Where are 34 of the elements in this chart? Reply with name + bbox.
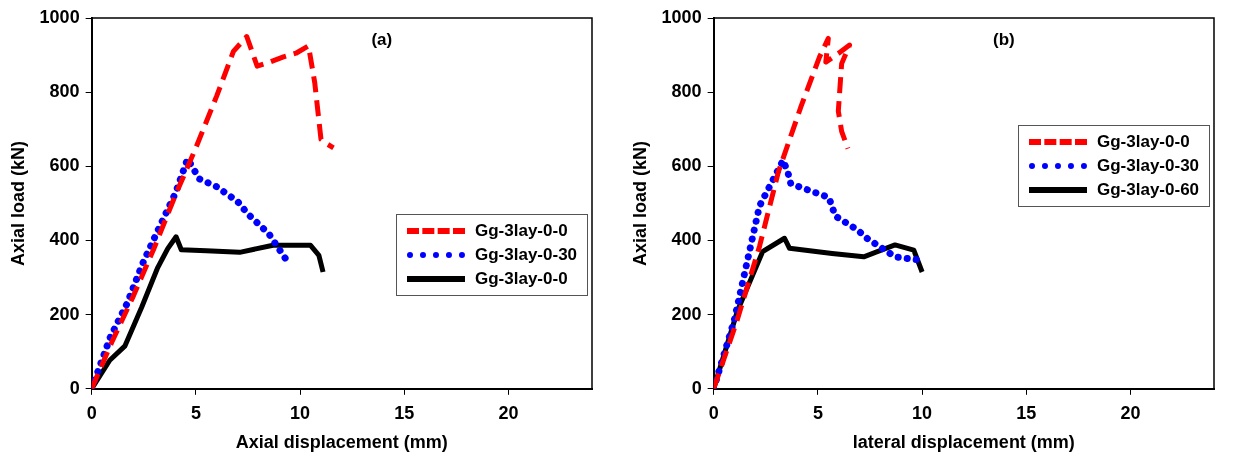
x-tick-label: 20 [1120, 402, 1141, 423]
y-tick-label: 200 [49, 303, 80, 324]
annotation: (a) [371, 30, 393, 50]
legend-label: Gg-3lay-0-30 [475, 245, 578, 266]
y-tick-label: 600 [49, 155, 80, 176]
x-tick-label: 15 [394, 402, 415, 423]
y-tick-label: 200 [671, 303, 702, 324]
y-axis-title: Axial load (kN) [7, 140, 28, 266]
x-axis-title: Axial displacement (mm) [235, 432, 448, 453]
y-tick-label: 0 [69, 377, 80, 398]
y-tick-label: 0 [691, 377, 702, 398]
x-tick-label: 5 [812, 402, 823, 423]
x-tick-label: 0 [708, 402, 719, 423]
x-tick-label: 10 [912, 402, 933, 423]
legend-label: Gg-3lay-0-0 [475, 269, 568, 290]
y-tick-label: 400 [671, 229, 702, 250]
x-axis-title: lateral displacement (mm) [852, 432, 1075, 453]
x-tick-label: 20 [498, 402, 519, 423]
y-tick-label: 600 [671, 155, 702, 176]
x-tick-label: 10 [290, 402, 311, 423]
y-tick-label: 1000 [661, 6, 702, 27]
legend-label: Gg-3lay-0-30 [1097, 156, 1200, 177]
legend-label: Gg-3lay-0-0 [1097, 132, 1190, 153]
x-tick-label: 5 [190, 402, 201, 423]
y-tick-label: 1000 [39, 6, 80, 27]
y-tick-label: 400 [49, 229, 80, 250]
x-tick-label: 0 [86, 402, 97, 423]
y-axis-title: Axial load (kN) [629, 140, 650, 266]
legend-label: Gg-3lay-0-60 [1097, 180, 1200, 201]
y-tick-label: 800 [49, 81, 80, 102]
y-tick-label: 800 [671, 81, 702, 102]
x-tick-label: 15 [1016, 402, 1037, 423]
annotation: (b) [992, 30, 1015, 50]
legend-label: Gg-3lay-0-0 [475, 221, 568, 242]
